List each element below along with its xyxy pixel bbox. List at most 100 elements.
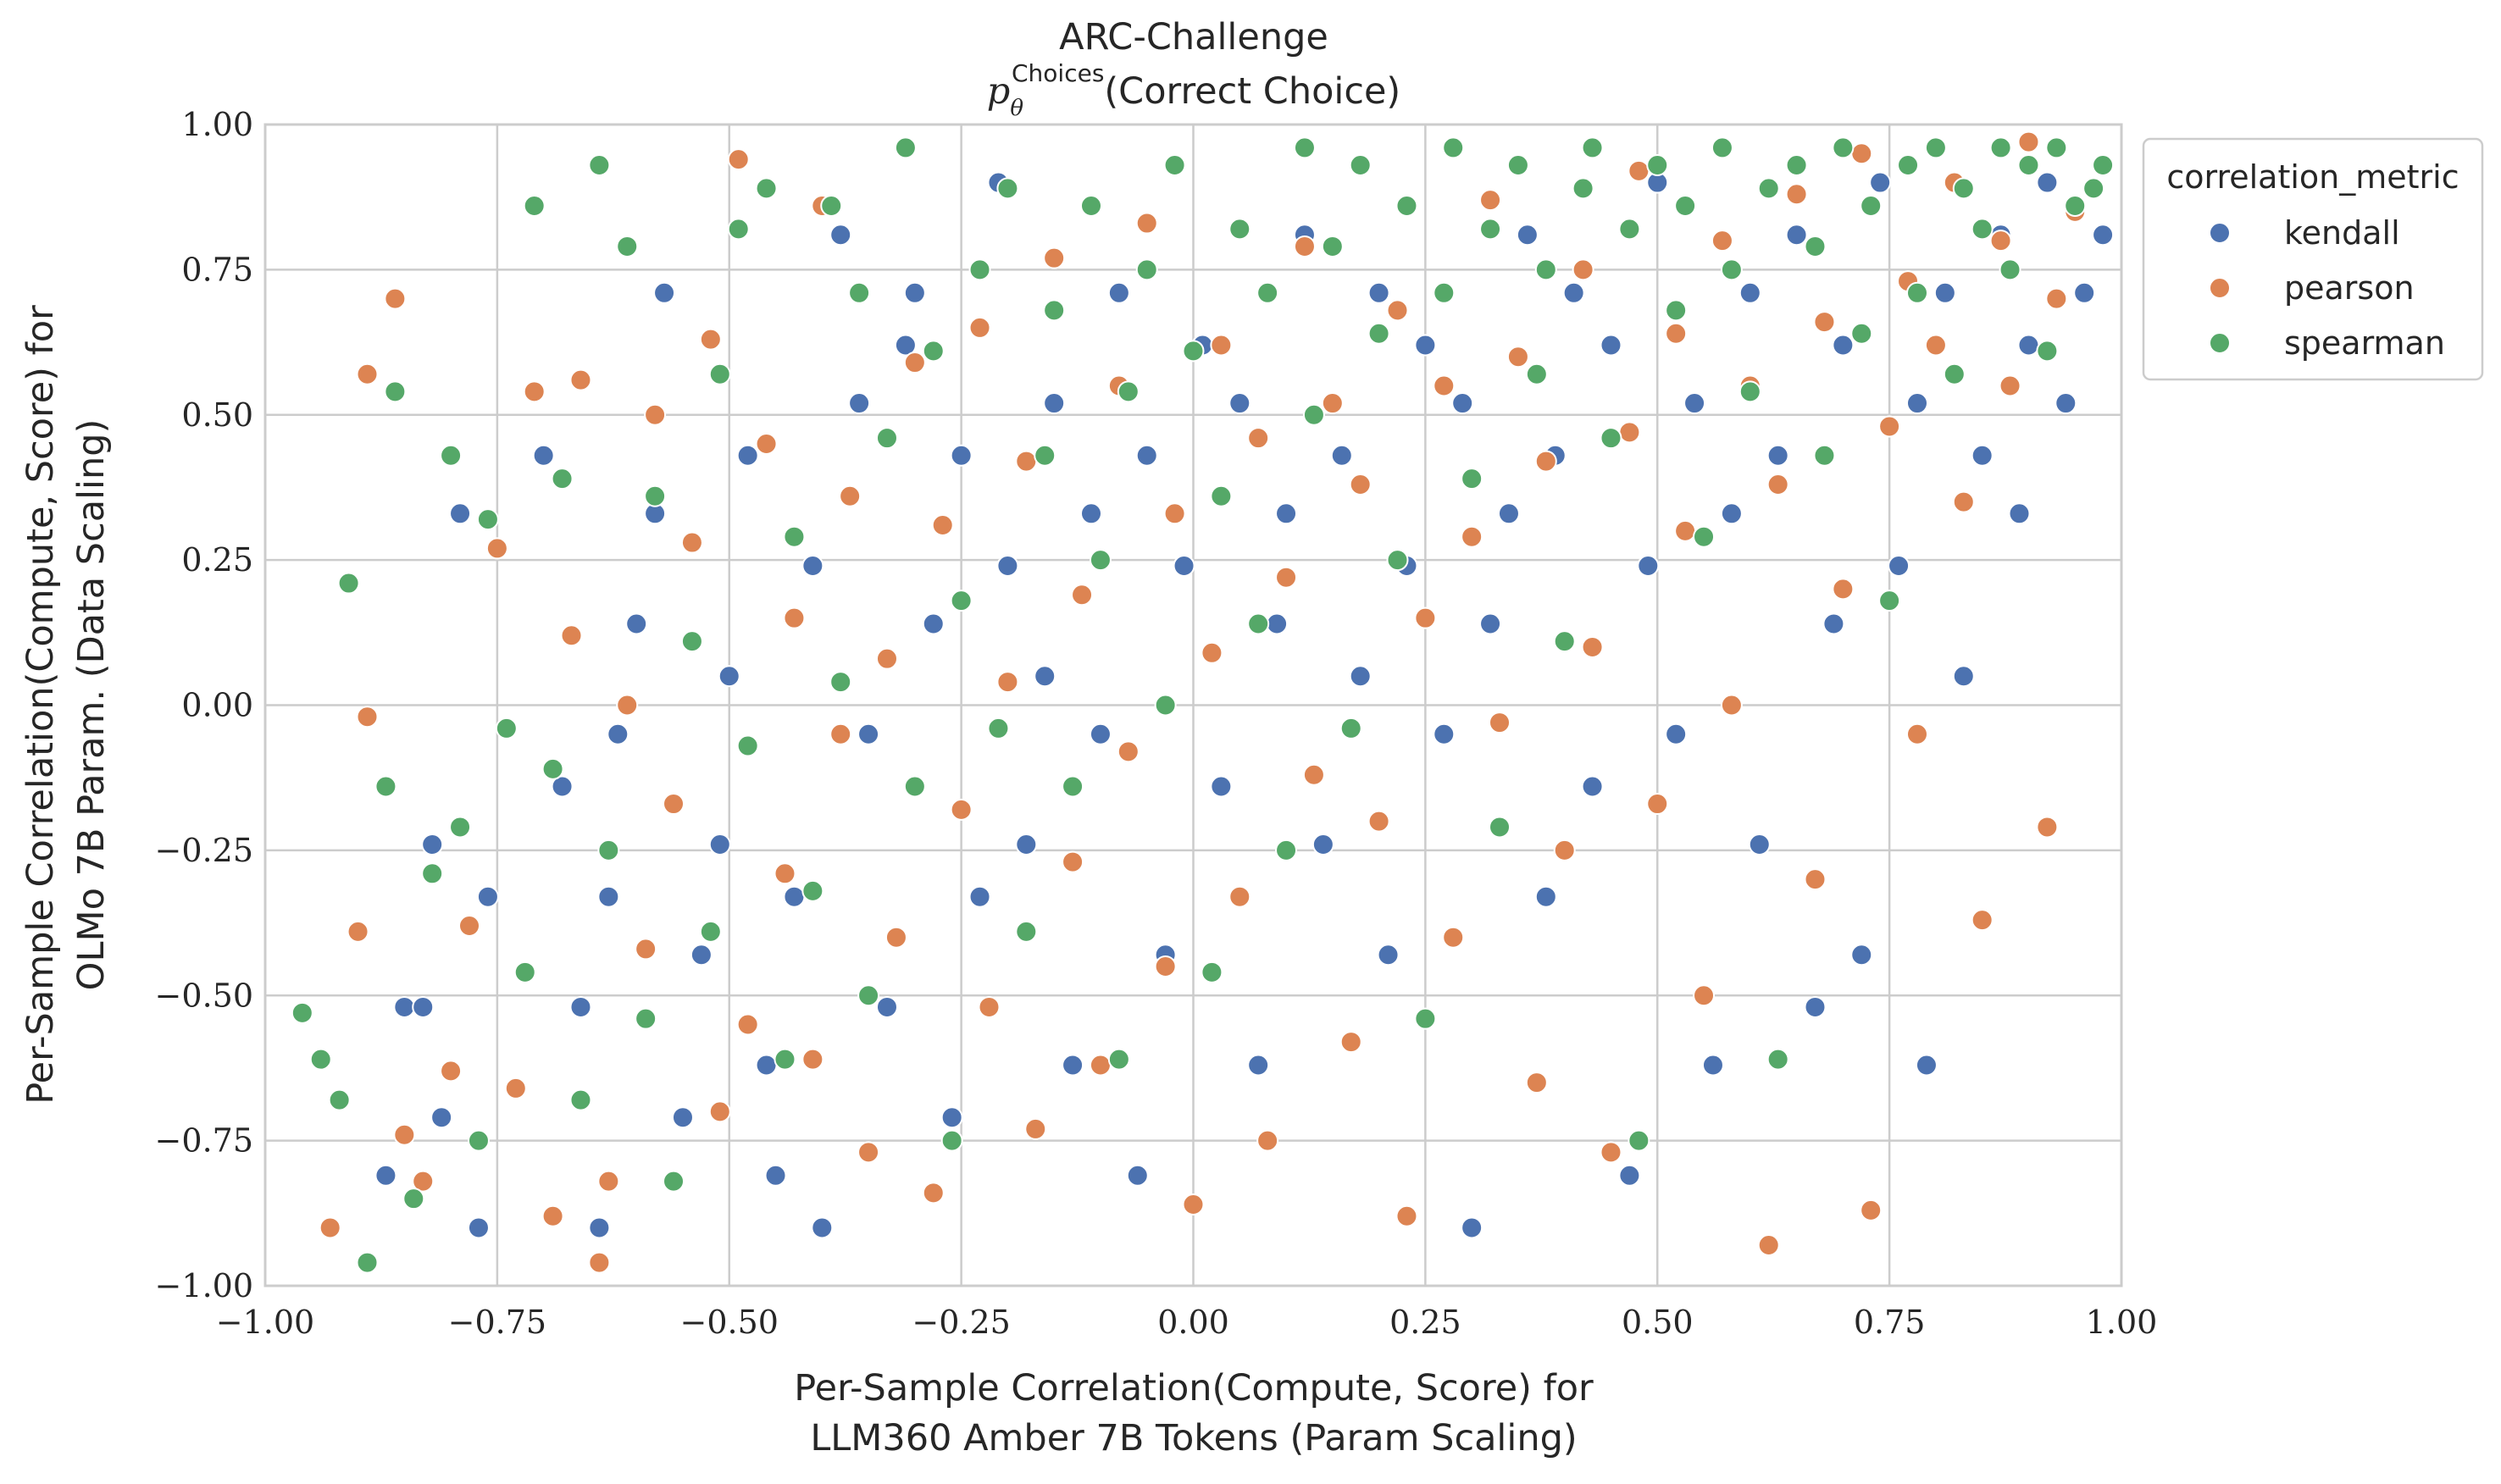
point-spearman — [1117, 380, 1140, 403]
point-pearson — [1952, 490, 1975, 513]
point-pearson — [1247, 427, 1270, 450]
point-spearman — [1738, 380, 1761, 403]
point-spearman — [1339, 717, 1362, 739]
point-spearman — [2064, 194, 2087, 217]
point-spearman — [922, 340, 945, 363]
point-spearman — [829, 671, 852, 694]
grid-lines — [263, 123, 2123, 1287]
point-pearson — [1757, 1234, 1780, 1257]
point-spearman — [1628, 1129, 1650, 1152]
point-kendall — [1135, 444, 1158, 467]
point-spearman — [635, 1007, 657, 1030]
point-kendall — [412, 995, 435, 1018]
point-spearman — [1015, 920, 1038, 943]
point-spearman — [1256, 281, 1279, 304]
point-spearman — [1163, 153, 1186, 176]
point-kendall — [671, 1106, 694, 1129]
x-tick-label: −0.50 — [680, 1304, 779, 1341]
point-pearson — [1693, 984, 1716, 1007]
point-kendall — [1497, 502, 1520, 525]
point-pearson — [560, 624, 583, 647]
point-spearman — [1785, 153, 1808, 176]
point-pearson — [1442, 926, 1465, 949]
point-kendall — [374, 1164, 397, 1187]
point-pearson — [1832, 578, 1855, 601]
point-kendall — [430, 1106, 453, 1129]
point-kendall — [764, 1164, 787, 1187]
y-tick-label: −1.00 — [155, 1267, 253, 1304]
point-kendall — [1600, 334, 1622, 357]
point-pearson — [978, 995, 1001, 1018]
point-kendall — [421, 833, 444, 856]
point-spearman — [1034, 444, 1056, 467]
point-pearson — [884, 926, 907, 949]
point-pearson — [569, 368, 592, 391]
point-pearson — [1924, 334, 1947, 357]
point-spearman — [1386, 549, 1409, 572]
point-pearson — [1646, 793, 1669, 816]
point-pearson — [1367, 810, 1390, 833]
point-spearman — [1999, 258, 2021, 281]
point-pearson — [1971, 909, 1994, 932]
legend-box — [2142, 137, 2484, 381]
x-tick-labels: −1.00 −0.75 −0.50 −0.25 0.00 0.25 0.50 0.75 1.00 — [216, 1304, 2158, 1341]
legend-entries: kendall pearson spearman — [2209, 214, 2445, 362]
point-kendall — [968, 885, 991, 908]
point-kendall — [857, 723, 880, 745]
point-kendall — [783, 885, 806, 908]
point-spearman — [1952, 177, 1975, 200]
point-spearman — [996, 177, 1019, 200]
point-kendall — [532, 444, 555, 467]
point-kendall — [1748, 833, 1771, 856]
point-spearman — [1804, 235, 1827, 257]
point-pearson — [922, 1182, 945, 1204]
point-kendall — [736, 444, 759, 467]
point-spearman — [2082, 177, 2105, 200]
point-spearman — [1506, 153, 1529, 176]
point-pearson — [931, 513, 954, 536]
point-spearman — [1043, 299, 1066, 322]
point-spearman — [894, 136, 917, 159]
point-spearman — [1293, 136, 1316, 159]
point-spearman — [1674, 194, 1697, 217]
point-pearson — [1163, 502, 1186, 525]
point-spearman — [1572, 177, 1594, 200]
point-kendall — [922, 612, 945, 635]
legend: correlation_metric kendall pearson spearma… — [2142, 137, 2484, 381]
point-pearson — [588, 1251, 611, 1274]
y-tick-label: 0.50 — [181, 396, 253, 434]
point-pearson — [1534, 450, 1557, 473]
subtitle-symbol: p — [987, 70, 1011, 113]
point-pearson — [727, 148, 750, 171]
point-kendall — [1701, 1054, 1724, 1077]
point-spearman — [2036, 340, 2059, 363]
point-spearman — [950, 590, 973, 612]
point-kendall — [1210, 775, 1233, 798]
point-pearson — [1600, 1141, 1622, 1164]
point-kendall — [1228, 392, 1251, 415]
point-spearman — [523, 194, 546, 217]
legend-marker-spearman — [2209, 332, 2231, 354]
point-kendall — [1079, 502, 1102, 525]
y-tick-label: 0.00 — [181, 687, 253, 724]
point-spearman — [588, 153, 611, 176]
point-pearson — [1349, 473, 1372, 496]
point-pearson — [829, 723, 852, 745]
point-pearson — [1804, 868, 1827, 891]
point-spearman — [783, 525, 806, 548]
point-kendall — [690, 944, 713, 966]
point-kendall — [2092, 224, 2115, 246]
point-spearman — [1850, 322, 1873, 345]
point-pearson — [1878, 415, 1901, 438]
x-tick-label: 0.75 — [1854, 1304, 1926, 1341]
point-pearson — [857, 1141, 880, 1164]
point-spearman — [1581, 136, 1604, 159]
point-pearson — [699, 328, 722, 351]
point-spearman — [616, 235, 639, 257]
point-spearman — [680, 630, 703, 653]
point-kendall — [1832, 334, 1855, 357]
point-spearman — [848, 281, 871, 304]
point-kendall — [1738, 281, 1761, 304]
point-kendall — [607, 723, 629, 745]
point-kendall — [875, 995, 898, 1018]
